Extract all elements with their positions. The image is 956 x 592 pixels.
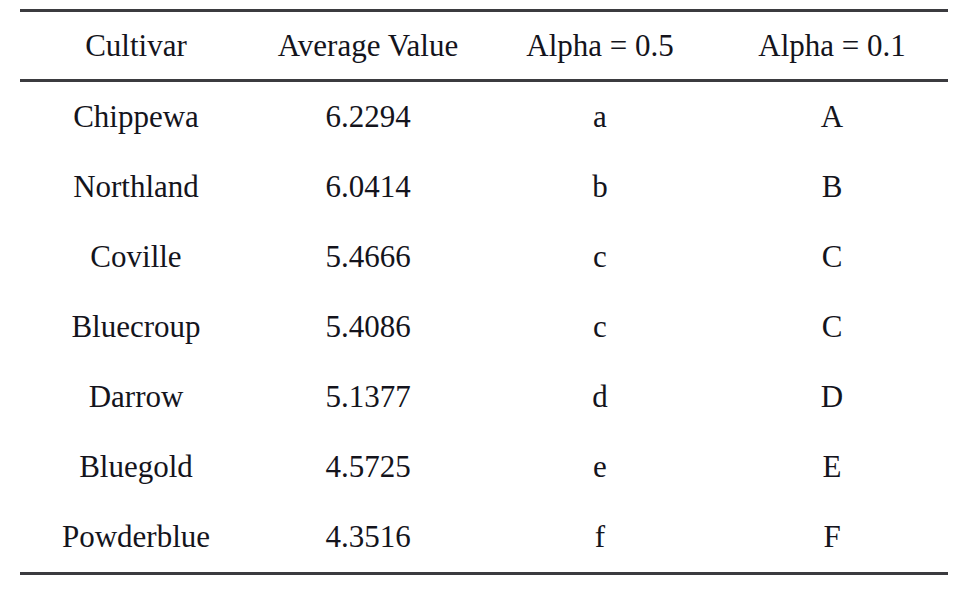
average-value-cell: 6.0414 — [252, 152, 484, 222]
column-header-average-value: Average Value — [252, 11, 484, 81]
table-row: Bluecroup 5.4086 c C — [20, 292, 948, 362]
column-header-cultivar: Cultivar — [20, 11, 252, 81]
column-header-alpha-01: Alpha = 0.1 — [716, 11, 948, 81]
cultivar-cell: Coville — [20, 222, 252, 292]
cultivar-cell: Powderblue — [20, 502, 252, 574]
alpha-05-cell: c — [484, 292, 716, 362]
table-figure: Cultivar Average Value Alpha = 0.5 Alpha… — [20, 9, 948, 575]
alpha-01-cell: B — [716, 152, 948, 222]
average-value-cell: 5.4666 — [252, 222, 484, 292]
alpha-05-cell: b — [484, 152, 716, 222]
table-row: Northland 6.0414 b B — [20, 152, 948, 222]
alpha-05-cell: a — [484, 81, 716, 153]
average-value-cell: 5.4086 — [252, 292, 484, 362]
cultivar-cell: Bluegold — [20, 432, 252, 502]
cultivar-comparison-table: Cultivar Average Value Alpha = 0.5 Alpha… — [20, 9, 948, 575]
table-row: Chippewa 6.2294 a A — [20, 81, 948, 153]
alpha-01-cell: F — [716, 502, 948, 574]
table-head: Cultivar Average Value Alpha = 0.5 Alpha… — [20, 11, 948, 81]
table-body: Chippewa 6.2294 a A Northland 6.0414 b B… — [20, 81, 948, 574]
alpha-05-cell: c — [484, 222, 716, 292]
alpha-01-cell: C — [716, 222, 948, 292]
alpha-05-cell: d — [484, 362, 716, 432]
table-row: Darrow 5.1377 d D — [20, 362, 948, 432]
table-row: Powderblue 4.3516 f F — [20, 502, 948, 574]
cultivar-cell: Bluecroup — [20, 292, 252, 362]
alpha-01-cell: A — [716, 81, 948, 153]
average-value-cell: 4.3516 — [252, 502, 484, 574]
cultivar-cell: Northland — [20, 152, 252, 222]
alpha-01-cell: D — [716, 362, 948, 432]
average-value-cell: 6.2294 — [252, 81, 484, 153]
cultivar-cell: Darrow — [20, 362, 252, 432]
alpha-01-cell: C — [716, 292, 948, 362]
table-row: Bluegold 4.5725 e E — [20, 432, 948, 502]
cultivar-cell: Chippewa — [20, 81, 252, 153]
table-header-row: Cultivar Average Value Alpha = 0.5 Alpha… — [20, 11, 948, 81]
alpha-05-cell: f — [484, 502, 716, 574]
alpha-01-cell: E — [716, 432, 948, 502]
average-value-cell: 5.1377 — [252, 362, 484, 432]
average-value-cell: 4.5725 — [252, 432, 484, 502]
alpha-05-cell: e — [484, 432, 716, 502]
table-row: Coville 5.4666 c C — [20, 222, 948, 292]
column-header-alpha-05: Alpha = 0.5 — [484, 11, 716, 81]
